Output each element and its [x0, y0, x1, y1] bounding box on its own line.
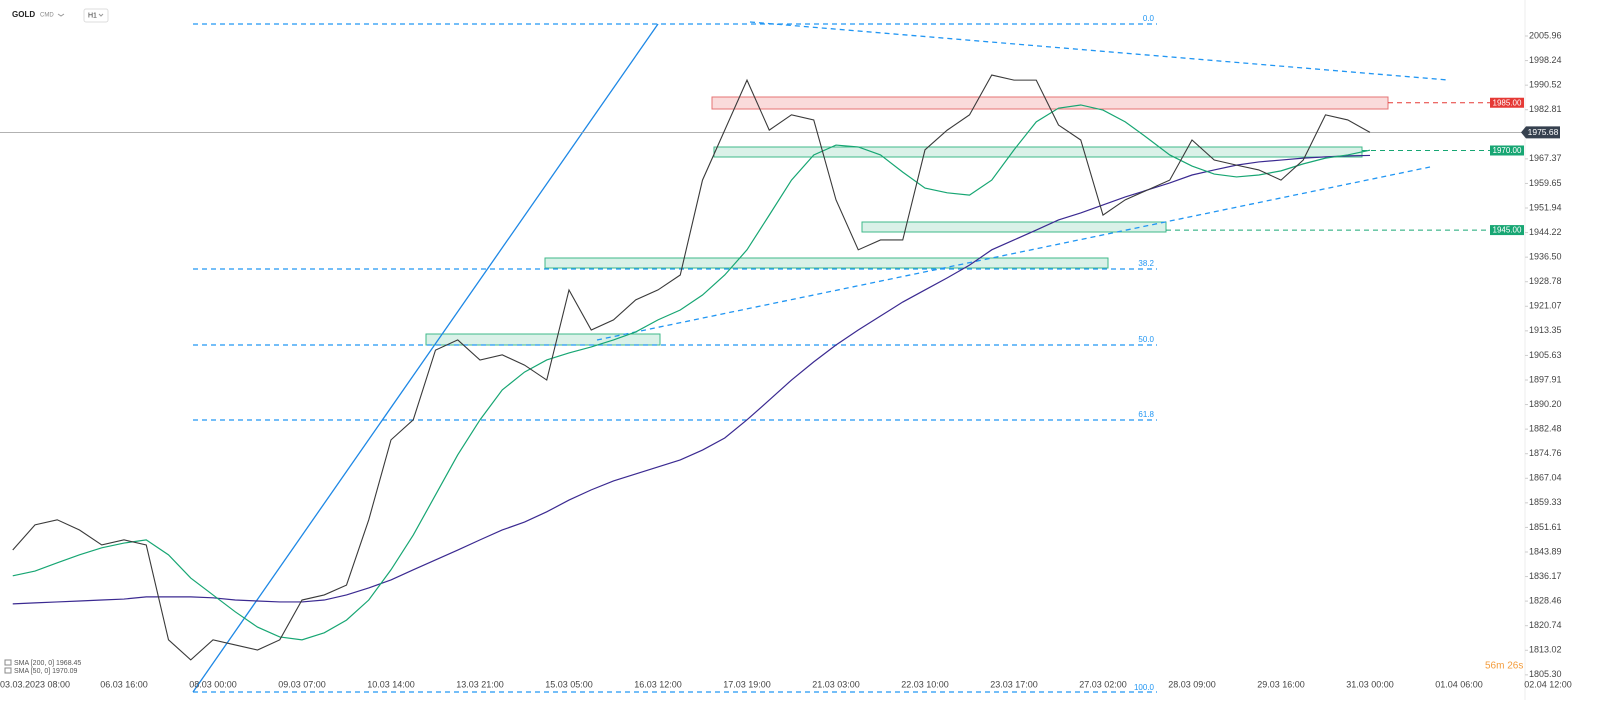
- x-tick-label: 09.03 07:00: [278, 679, 326, 689]
- y-tick-label: 1928.78: [1529, 276, 1562, 286]
- y-tick-label: 1990.52: [1529, 80, 1562, 90]
- support-zone: [861, 221, 1167, 233]
- x-tick-label: 28.03 09:00: [1168, 679, 1216, 689]
- y-tick-label: 1813.02: [1529, 645, 1562, 655]
- x-tick-label: 13.03 21:00: [456, 679, 504, 689]
- y-tick-label: 1944.22: [1529, 227, 1562, 237]
- level-tag: [1490, 145, 1524, 156]
- y-tick-label: 2005.96: [1529, 30, 1562, 40]
- x-tick-label: 02.04 12:00: [1524, 679, 1572, 689]
- x-tick-label: 16.03 12:00: [634, 679, 682, 689]
- y-tick-label: 1874.76: [1529, 448, 1562, 458]
- fib-label: 61.8: [1138, 410, 1154, 419]
- current-price-label: 1975.68: [1528, 127, 1559, 137]
- x-tick-label: 23.03 17:00: [990, 679, 1038, 689]
- level-tag: [1490, 225, 1524, 236]
- fib-label: 50.0: [1138, 335, 1154, 344]
- y-tick-label: 1859.33: [1529, 497, 1562, 507]
- y-tick-label: 1851.61: [1529, 522, 1562, 532]
- x-tick-label: 06.03 16:00: [100, 679, 148, 689]
- y-tick-label: 1843.89: [1529, 546, 1562, 556]
- x-tick-label: 08.03 00:00: [189, 679, 237, 689]
- x-tick-label: 15.03 05:00: [545, 679, 593, 689]
- symbol: GOLD: [12, 10, 35, 19]
- legend-icon: [4, 667, 12, 674]
- y-tick-label: 1951.94: [1529, 202, 1562, 212]
- current-price-tag: [1521, 126, 1560, 139]
- y-tick-label: 1828.46: [1529, 595, 1562, 605]
- y-tick-label: 1921.07: [1529, 301, 1562, 311]
- y-tick-label: 1820.74: [1529, 620, 1562, 630]
- x-tick-label: 29.03 16:00: [1257, 679, 1305, 689]
- dropdown-caret: [98, 13, 104, 17]
- fib-label: 38.2: [1138, 259, 1154, 268]
- x-tick-label: 21.03 03:00: [812, 679, 860, 689]
- fib-label: 100.0: [1134, 683, 1155, 692]
- timeframe: H1: [88, 12, 97, 19]
- y-tick-label: 1913.35: [1529, 325, 1562, 335]
- y-tick-label: 1836.17: [1529, 571, 1562, 581]
- x-tick-label: 17.03 19:00: [723, 679, 771, 689]
- y-tick-label: 1882.48: [1529, 424, 1562, 434]
- symbol-class: CMD: [40, 13, 54, 19]
- y-tick-label: 1890.20: [1529, 399, 1562, 409]
- legend-entry: SMA [50, 0] 1970.09: [14, 668, 78, 675]
- fib-label: 0.0: [1143, 14, 1155, 23]
- legend-entry: SMA [200, 0] 1968.45: [14, 660, 81, 667]
- sma-line: [12, 104, 1371, 641]
- level-tag: [1490, 97, 1524, 108]
- level-label: 1945.00: [1493, 226, 1522, 235]
- dropdown-caret[interactable]: [57, 13, 65, 17]
- trend-line: [596, 166, 1431, 341]
- support-zone: [544, 257, 1109, 269]
- x-tick-label: 31.03 00:00: [1346, 679, 1394, 689]
- y-tick-label: 1936.50: [1529, 252, 1562, 262]
- y-tick-label: 1897.91: [1529, 374, 1562, 384]
- support-zone: [713, 146, 1363, 158]
- y-tick-label: 1805.30: [1529, 669, 1562, 679]
- level-label: 1985.00: [1493, 98, 1522, 107]
- y-tick-label: 1867.04: [1529, 473, 1562, 483]
- y-tick-label: 1982.81: [1529, 104, 1562, 114]
- countdown: 56m 26s: [1485, 661, 1523, 672]
- y-tick-label: 1905.63: [1529, 350, 1562, 360]
- price-line: [12, 74, 1371, 661]
- legend-icon: [4, 659, 12, 666]
- timeframe-button[interactable]: [83, 8, 109, 23]
- y-tick-label: 1998.24: [1529, 55, 1562, 65]
- x-tick-label: 03.03.2023 08:00: [0, 679, 70, 689]
- y-tick-label: 1967.37: [1529, 153, 1562, 163]
- x-tick-label: 27.03 02:00: [1079, 679, 1127, 689]
- y-tick-label: 1959.65: [1529, 178, 1562, 188]
- trend-line: [192, 23, 659, 693]
- x-tick-label: 01.04 06:00: [1435, 679, 1483, 689]
- support-zone: [425, 333, 661, 346]
- level-label: 1970.00: [1493, 146, 1522, 155]
- x-tick-label: 10.03 14:00: [367, 679, 415, 689]
- x-tick-label: 22.03 10:00: [901, 679, 949, 689]
